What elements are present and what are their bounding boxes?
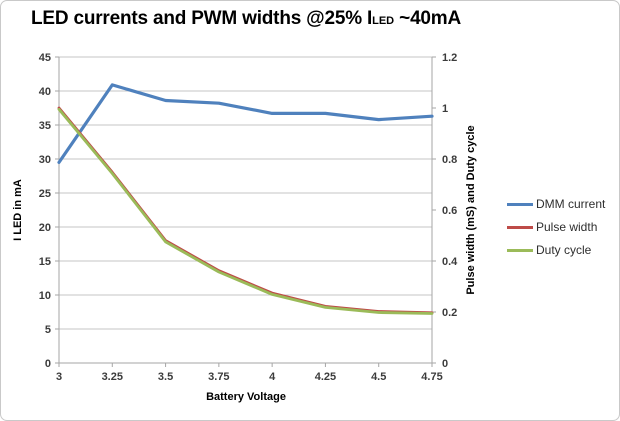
legend-swatch-duty-cycle (507, 248, 533, 252)
y-axis-right-title: Pulse width (mS) and Duty cycle (465, 125, 477, 295)
y-axis-left-title: I LED in mA (12, 179, 24, 241)
y-axis-right-tick-label: 1.2 (442, 52, 457, 64)
x-axis-title: Battery Voltage (206, 391, 286, 403)
series-line-dmm-current (57, 83, 434, 164)
y-axis-right-tick-label: 1 (442, 103, 448, 115)
y-axis-right-tick-label: 0.8 (442, 154, 457, 166)
y-axis-right-tick-label: 0.4 (442, 256, 458, 268)
series-line-duty-cycle (57, 107, 434, 315)
y-axis-left-tick-label: 10 (39, 290, 51, 302)
y-axis-left-tick-label: 0 (45, 358, 51, 370)
x-axis-tick-label: 4.25 (315, 371, 336, 383)
x-axis-tick-label: 3 (56, 371, 62, 383)
x-axis-tick-label: 3.5 (158, 371, 173, 383)
legend-item-duty-cycle: Duty cycle (507, 243, 605, 257)
y-axis-left-tick-label: 15 (39, 256, 51, 268)
x-axis-tick-label: 4 (269, 371, 276, 383)
legend-label: Duty cycle (536, 243, 592, 257)
chart-title-subscript: LED (372, 15, 395, 27)
y-axis-left-tick-label: 35 (39, 120, 51, 132)
legend-item-dmm-current: DMM current (507, 197, 605, 211)
legend-swatch-dmm-current (507, 202, 533, 206)
chart-title-pre: LED currents and PWM widths @25% I (30, 8, 373, 29)
y-axis-left-tick-label: 20 (39, 222, 51, 234)
legend-item-pulse-width: Pulse width (507, 220, 605, 234)
x-axis-tick-label: 3.75 (208, 371, 229, 383)
x-axis-tick-label: 4.75 (421, 371, 442, 383)
y-axis-right-tick-label: 0.6 (442, 205, 457, 217)
x-axis-tick-label: 3.25 (102, 371, 123, 383)
legend: DMM current Pulse width Duty cycle (507, 197, 605, 257)
y-axis-left-tick-label: 25 (39, 188, 51, 200)
chart-title-post: ~40mA (394, 8, 462, 29)
x-axis-tick-label: 4.5 (371, 371, 386, 383)
legend-label: Pulse width (536, 220, 598, 234)
legend-swatch-pulse-width (507, 225, 533, 229)
legend-label: DMM current (536, 197, 606, 211)
y-axis-left-tick-label: 40 (39, 86, 51, 98)
y-axis-right-tick-label: 0 (442, 358, 448, 370)
y-axis-left-tick-label: 5 (45, 324, 51, 336)
chart-title: LED currents and PWM widths @25% ILED ~4… (11, 8, 481, 30)
y-axis-right-tick-label: 0.2 (442, 307, 457, 319)
y-axis-left-tick-label: 30 (39, 154, 51, 166)
y-axis-left-tick-label: 45 (39, 52, 51, 64)
